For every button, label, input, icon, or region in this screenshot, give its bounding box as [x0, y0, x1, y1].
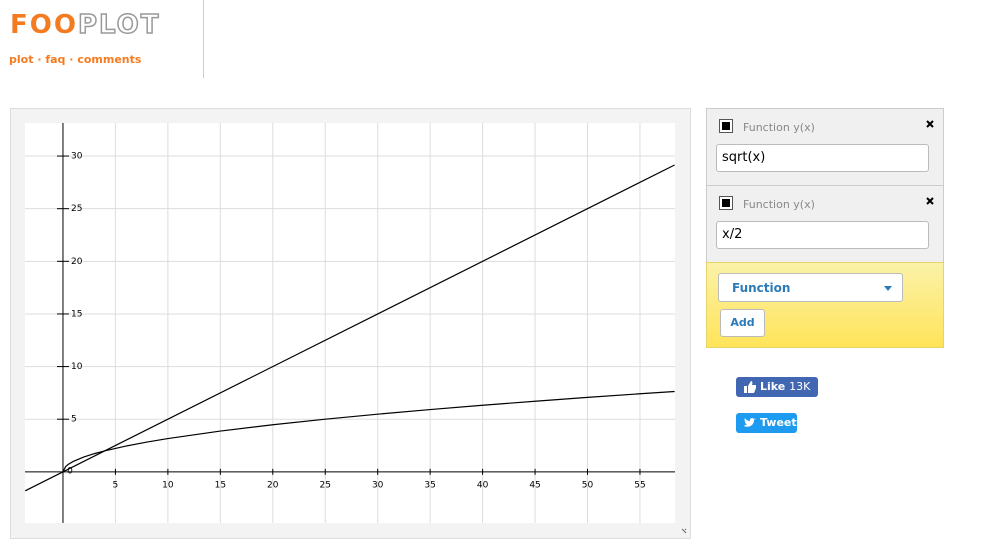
separator: ·	[37, 53, 42, 66]
y-tick-label: 20	[71, 257, 83, 267]
like-text: Like	[760, 380, 786, 393]
y-tick-label: 10	[71, 362, 83, 372]
resize-handle[interactable]	[681, 528, 687, 534]
tweet-button[interactable]: Tweet	[736, 413, 797, 433]
caret	[884, 286, 892, 291]
x-tick-label: 45	[529, 480, 540, 490]
color-swatch[interactable]	[719, 119, 733, 133]
function-input[interactable]: sqrt(x)	[716, 144, 929, 172]
x-tick-label: 20	[267, 480, 279, 490]
close-button[interactable]	[926, 197, 934, 205]
divider	[203, 0, 204, 78]
x-tick-label: 55	[634, 480, 645, 490]
plot-container[interactable]: 051015202530354045505551015202530	[10, 108, 691, 539]
function-box: Function y(x) x/2	[706, 185, 944, 263]
select-text: Function	[732, 281, 791, 295]
plot: 051015202530354045505551015202530	[24, 123, 687, 534]
function-header: Function y(x)	[719, 119, 815, 134]
function-label: Function y(x)	[743, 198, 815, 211]
type-select[interactable]: Function	[718, 273, 903, 302]
x-tick-label: 10	[162, 480, 174, 490]
nav-link[interactable]: comments	[77, 53, 142, 66]
add-button[interactable]: Add	[720, 309, 765, 337]
thumb-icon	[744, 381, 756, 393]
function-box: Function y(x) sqrt(x)	[706, 108, 944, 186]
function-curve	[62, 390, 675, 473]
bird-icon	[744, 418, 756, 427]
like-button[interactable]: Like 13K	[736, 377, 818, 397]
function-curve	[24, 164, 675, 492]
x-tick-label: 25	[320, 480, 331, 490]
separator: ·	[69, 53, 74, 66]
y-tick-label: 25	[71, 204, 82, 214]
nav-link[interactable]: faq	[45, 53, 66, 66]
y-tick-label: 5	[71, 415, 77, 425]
function-input[interactable]: x/2	[716, 221, 929, 249]
add-panel: Function Add	[706, 262, 944, 348]
x-tick-label: 30	[372, 480, 384, 490]
function-label: Function y(x)	[743, 121, 815, 134]
nav-link[interactable]: plot	[9, 53, 34, 66]
x-tick-label: 35	[424, 480, 435, 490]
like-count: 13K	[789, 380, 811, 393]
function-header: Function y(x)	[719, 196, 815, 211]
logo-part: PLOT	[77, 9, 161, 41]
logo[interactable]: FOOPLOT	[10, 9, 161, 41]
y-tick-label: 30	[71, 152, 83, 162]
tweet-text: Tweet	[760, 416, 797, 429]
x-tick-label: 50	[582, 480, 594, 490]
close-button[interactable]	[926, 120, 934, 128]
logo-part: FOO	[10, 10, 78, 40]
plot-area	[25, 123, 675, 523]
x-tick-label: 5	[113, 480, 119, 490]
x-tick-label: 40	[477, 480, 489, 490]
y-tick-label: 15	[71, 309, 82, 319]
nav: plot · faq · comments	[9, 53, 141, 66]
x-tick-label: 15	[215, 480, 226, 490]
color-swatch[interactable]	[719, 196, 733, 210]
